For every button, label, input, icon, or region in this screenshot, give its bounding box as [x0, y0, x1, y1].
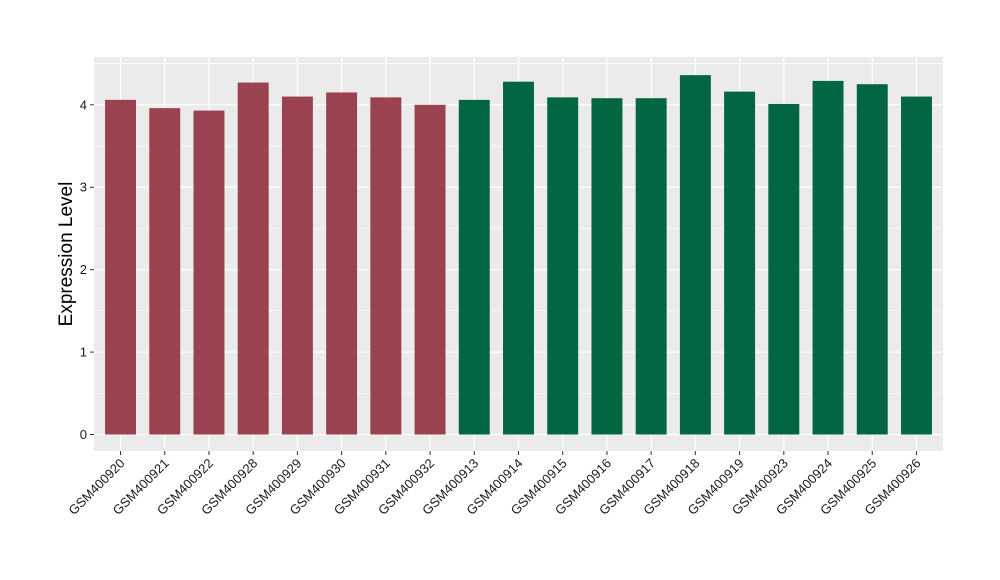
bar-GSM400931 — [370, 97, 402, 435]
bar-GSM400916 — [591, 98, 623, 435]
bars — [105, 75, 932, 435]
bar-GSM400924 — [812, 80, 844, 435]
bar-GSM400922 — [193, 110, 225, 435]
bar-GSM400932 — [414, 104, 446, 435]
y-tick-label: 4 — [80, 97, 87, 112]
y-tick-label: 1 — [80, 345, 87, 360]
bar-GSM400926 — [900, 96, 932, 435]
y-tick-label: 0 — [80, 427, 87, 442]
bar-GSM400928 — [237, 82, 269, 435]
bar-GSM400915 — [547, 97, 579, 435]
bar-GSM400919 — [724, 91, 756, 435]
bar-GSM400913 — [458, 99, 490, 435]
bar-GSM400929 — [281, 96, 313, 435]
bar-GSM400921 — [149, 108, 181, 435]
bar-GSM400923 — [768, 103, 800, 435]
x-axis: GSM400920GSM400921GSM400922GSM400928GSM4… — [65, 451, 924, 518]
bar-GSM400914 — [503, 81, 534, 435]
y-tick-label: 3 — [80, 180, 87, 195]
bar-GSM400920 — [105, 99, 137, 435]
y-axis-title: Expression Level — [56, 182, 77, 327]
y-tick-label: 2 — [80, 262, 87, 277]
bar-GSM400930 — [326, 92, 358, 435]
bar-GSM400918 — [679, 75, 711, 435]
bar-GSM400925 — [856, 84, 888, 435]
y-axis: 0 1 2 3 4 — [80, 97, 94, 442]
bar-GSM400917 — [635, 98, 667, 435]
